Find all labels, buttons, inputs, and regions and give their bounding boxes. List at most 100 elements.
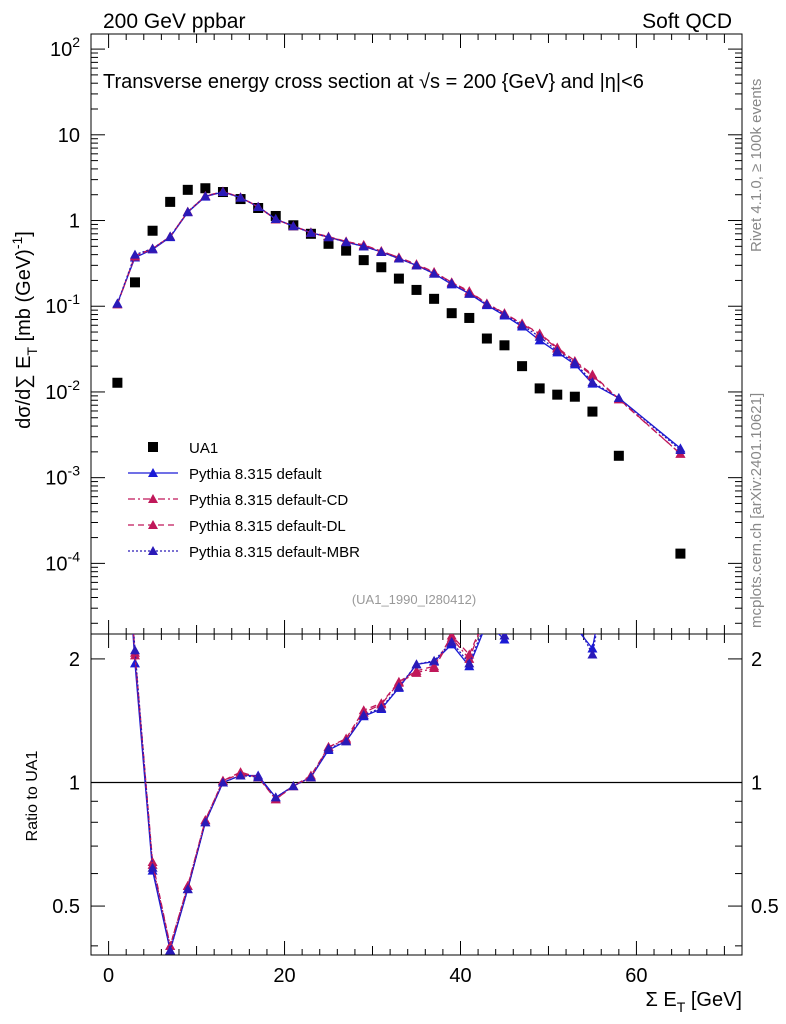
ua1-data-point <box>569 391 580 402</box>
x-tick-label: 20 <box>273 965 295 987</box>
x-axis-label: Σ ET [GeV] <box>645 989 742 1015</box>
series-4-marker <box>165 231 176 241</box>
series-3-ratio-marker <box>535 517 545 526</box>
series-2-ratio-marker <box>570 618 580 627</box>
series-4-marker <box>464 288 475 298</box>
series-4-marker <box>323 232 334 242</box>
series-1-ratio-marker <box>587 643 598 653</box>
series-3-ratio-marker <box>376 698 387 708</box>
ua1-data-point <box>165 196 176 207</box>
series-4-marker <box>147 243 158 253</box>
series-4-marker <box>429 268 440 278</box>
series-3-ratio-marker <box>446 634 457 640</box>
series-4-ratio-marker <box>464 658 475 668</box>
ua1-data-point <box>341 245 352 256</box>
series-2-ratio-marker <box>587 634 598 635</box>
series-1-ratio-marker <box>614 502 624 511</box>
series-3-ratio-marker <box>587 621 597 630</box>
ua1-data-point <box>200 183 211 194</box>
legend-marker <box>148 546 158 555</box>
series-4-ratio-marker <box>411 659 422 669</box>
series-2-ratio-marker <box>614 509 624 518</box>
series-4-ratio-marker <box>535 535 545 544</box>
series-3-ratio-marker <box>429 661 440 671</box>
legend: UA1 Pythia 8.315 default Pythia 8.315 defa… <box>128 440 360 561</box>
ratio-tick-label: 1 <box>751 772 762 794</box>
legend-marker <box>148 494 158 503</box>
series-4-marker <box>552 346 563 356</box>
series-3-ratio-marker <box>675 296 685 305</box>
series-2-ratio-marker <box>535 522 545 531</box>
ua1-data-point <box>499 340 510 351</box>
ua1-data-point <box>517 361 528 372</box>
series-4-marker <box>112 298 123 308</box>
chart-title: Transverse energy cross section at √s = … <box>103 71 644 93</box>
ua1-data-point <box>411 284 422 295</box>
x-tick-label: 40 <box>449 965 471 987</box>
series-4-marker <box>517 320 528 330</box>
ua1-data-point <box>129 277 140 288</box>
series-4-marker <box>235 192 246 202</box>
ua1-data-point <box>323 238 334 249</box>
series-4-ratio-marker <box>323 743 334 753</box>
y-tick-label: 10-2 <box>45 377 80 404</box>
series-4-marker <box>217 186 228 196</box>
series-1-ratio-marker <box>552 576 562 585</box>
ratio-frame <box>90 633 743 956</box>
y-tick-label: 102 <box>50 34 80 61</box>
ua1-data-point <box>675 548 686 559</box>
y-tick-label: 10-3 <box>45 463 80 490</box>
series-4-marker <box>182 206 193 216</box>
series-4-marker <box>253 201 264 211</box>
ua1-data-point <box>393 273 404 284</box>
series-1-ratio-marker <box>517 588 527 597</box>
series-4-ratio-marker <box>288 781 299 791</box>
header-right: Soft QCD <box>642 10 732 33</box>
series-3-ratio-marker <box>482 609 492 618</box>
series-1-ratio-marker <box>570 621 580 630</box>
series-4-ratio-marker <box>253 772 264 782</box>
series-4-marker <box>305 227 316 237</box>
series-4-ratio-marker <box>165 945 176 955</box>
ratio-tick-label: 0.5 <box>751 896 779 918</box>
legend-marker <box>148 442 158 452</box>
series-3-ratio-marker <box>165 940 176 950</box>
series-4-ratio-marker <box>499 634 510 640</box>
series-4-ratio-marker <box>393 681 404 691</box>
series-4-marker <box>675 445 686 455</box>
series-4-ratio-marker <box>570 614 580 623</box>
y-tick-label: 10-1 <box>45 291 80 318</box>
series-4-ratio-marker <box>341 736 352 746</box>
series-3-ratio-marker <box>112 400 122 409</box>
series-4-ratio-marker <box>235 770 246 780</box>
series-2-ratio-line <box>132 634 480 947</box>
ratio-tick-label: 0.5 <box>52 896 80 918</box>
legend-label: Pythia 8.315 default <box>189 466 322 483</box>
series-4-ratio-marker <box>147 862 158 872</box>
side-text-top: Rivet 4.1.0, ≥ 100k events <box>748 79 765 252</box>
ua1-data-point <box>147 225 158 236</box>
series-4-ratio-marker <box>587 649 598 659</box>
ua1-data-point <box>182 184 193 195</box>
series-4-ratio-marker <box>200 817 211 827</box>
series-4-ratio-marker <box>112 400 122 409</box>
legend-label: Pythia 8.315 default-MBR <box>189 544 360 561</box>
series-4-ratio-marker <box>482 614 492 623</box>
series-3-ratio-line <box>132 634 479 947</box>
series-4-marker <box>587 377 598 387</box>
legend-marker <box>148 520 158 529</box>
series-4-marker <box>129 249 140 259</box>
series-3-ratio-marker <box>552 554 562 563</box>
series-4-marker <box>613 393 624 403</box>
ratio-y-label: Ratio to UA1 <box>24 751 41 842</box>
y-tick-label: 1 <box>69 211 80 233</box>
series-3-ratio-marker <box>614 505 624 514</box>
series-4-marker <box>376 246 387 256</box>
series-4-ratio-marker <box>270 792 281 802</box>
series-3-ratio-marker <box>411 665 422 675</box>
series-4-ratio-marker <box>552 570 562 579</box>
series-4-marker <box>446 278 457 288</box>
series-3-ratio-marker <box>464 649 475 659</box>
series-4-ratio-marker <box>217 777 228 787</box>
series-4-ratio-marker <box>129 645 140 655</box>
